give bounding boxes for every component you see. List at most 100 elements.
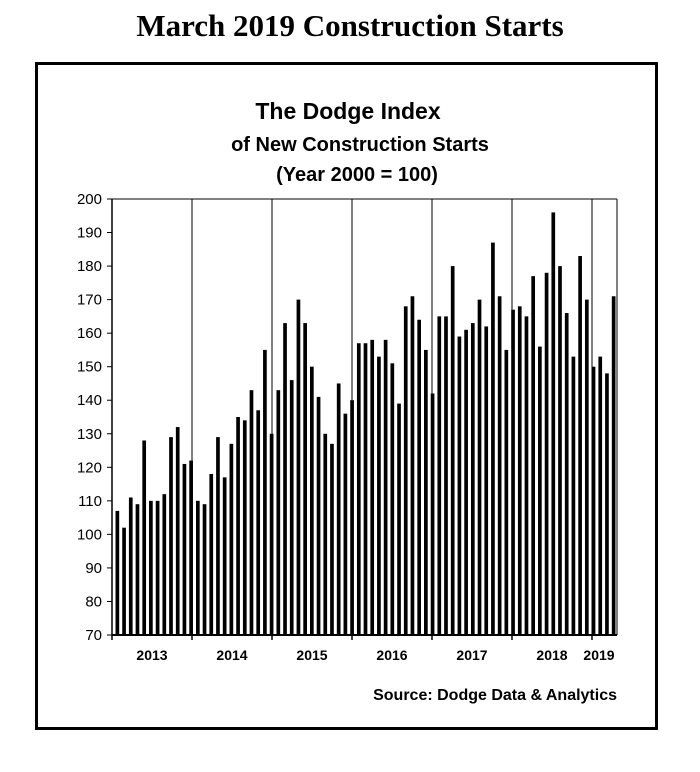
bar bbox=[611, 296, 616, 635]
bar bbox=[497, 296, 502, 635]
chart-title: The Dodge Index bbox=[255, 98, 441, 124]
bar bbox=[531, 276, 536, 635]
bar bbox=[155, 500, 160, 635]
chart-subtitle-2: (Year 2000 = 100) bbox=[276, 164, 438, 186]
bar bbox=[303, 323, 307, 635]
bar bbox=[122, 527, 126, 635]
bar bbox=[256, 410, 261, 635]
bar bbox=[296, 299, 301, 635]
y-tick-label: 110 bbox=[78, 493, 102, 510]
bar bbox=[330, 443, 334, 635]
y-tick-label: 80 bbox=[85, 593, 102, 610]
chart-frame bbox=[35, 62, 658, 730]
bar bbox=[564, 313, 569, 635]
bar bbox=[216, 437, 220, 635]
bar bbox=[417, 319, 421, 635]
bar bbox=[189, 460, 193, 635]
bar bbox=[249, 390, 254, 635]
y-tick-label: 90 bbox=[85, 560, 102, 577]
y-tick-label: 150 bbox=[77, 359, 102, 376]
bar bbox=[269, 433, 274, 635]
bar bbox=[242, 420, 247, 635]
y-tick-label: 140 bbox=[77, 392, 102, 409]
bar bbox=[209, 474, 214, 635]
bar bbox=[142, 440, 147, 635]
bar bbox=[444, 316, 448, 635]
bar bbox=[169, 437, 173, 635]
bar bbox=[591, 366, 596, 635]
bar bbox=[162, 494, 167, 635]
bar bbox=[598, 356, 603, 635]
bar bbox=[457, 336, 462, 635]
bar bbox=[517, 306, 522, 635]
x-tick-label: 2013 bbox=[136, 647, 167, 663]
x-tick-label: 2017 bbox=[456, 647, 487, 663]
bar bbox=[464, 329, 468, 635]
bar bbox=[135, 504, 140, 635]
bar bbox=[538, 346, 542, 635]
bar bbox=[356, 343, 361, 635]
bar bbox=[149, 500, 153, 635]
bar bbox=[491, 242, 495, 635]
bar bbox=[437, 316, 442, 635]
bar bbox=[377, 356, 381, 635]
y-tick-label: 160 bbox=[77, 325, 102, 342]
y-tick-label: 100 bbox=[77, 526, 102, 543]
bar bbox=[310, 366, 314, 635]
bar bbox=[350, 400, 354, 635]
bar bbox=[397, 403, 401, 635]
bar bbox=[424, 349, 428, 635]
bar bbox=[370, 339, 375, 635]
bar bbox=[276, 390, 281, 635]
x-tick-label: 2015 bbox=[296, 647, 327, 663]
x-tick-label: 2016 bbox=[376, 647, 407, 663]
bar bbox=[578, 256, 582, 635]
bar bbox=[128, 497, 133, 635]
bar bbox=[605, 373, 609, 635]
x-tick-label: 2018 bbox=[536, 647, 567, 663]
bar bbox=[343, 413, 348, 635]
bar bbox=[511, 309, 515, 635]
x-tick-label: 2014 bbox=[216, 647, 247, 663]
bar bbox=[390, 363, 395, 635]
bar bbox=[403, 306, 408, 635]
bar bbox=[182, 463, 187, 635]
bar bbox=[484, 326, 489, 635]
bar bbox=[175, 427, 180, 635]
bar bbox=[430, 393, 435, 635]
bar bbox=[263, 349, 267, 635]
bar bbox=[202, 504, 207, 635]
bar bbox=[544, 272, 549, 635]
bar bbox=[336, 383, 341, 635]
y-tick-label: 180 bbox=[77, 258, 102, 275]
chart-subtitle: of New Construction Starts bbox=[231, 134, 489, 156]
y-tick-label: 170 bbox=[77, 292, 102, 309]
bar bbox=[551, 212, 556, 636]
bar bbox=[504, 349, 509, 635]
y-tick-label: 200 bbox=[77, 191, 102, 208]
page-title: March 2019 Construction Starts bbox=[136, 8, 564, 43]
bar bbox=[450, 266, 455, 635]
bar bbox=[524, 316, 529, 635]
bar bbox=[571, 356, 576, 635]
bar bbox=[289, 380, 294, 635]
y-tick-label: 190 bbox=[77, 225, 102, 242]
bar bbox=[363, 343, 368, 635]
bar bbox=[470, 323, 475, 635]
y-tick-label: 120 bbox=[77, 459, 102, 476]
bar bbox=[236, 417, 240, 635]
source-note: Source: Dodge Data & Analytics bbox=[373, 687, 617, 704]
bar bbox=[558, 266, 562, 635]
y-tick-label: 130 bbox=[77, 426, 102, 443]
bar bbox=[410, 296, 415, 635]
bar bbox=[316, 396, 321, 635]
bar bbox=[229, 443, 234, 635]
bar bbox=[477, 299, 482, 635]
bar bbox=[115, 510, 120, 635]
bar bbox=[222, 477, 227, 635]
y-tick-label: 70 bbox=[85, 627, 102, 644]
x-tick-label: 2019 bbox=[583, 647, 614, 663]
bar bbox=[584, 299, 589, 635]
bar bbox=[195, 500, 200, 635]
bar bbox=[283, 323, 287, 635]
